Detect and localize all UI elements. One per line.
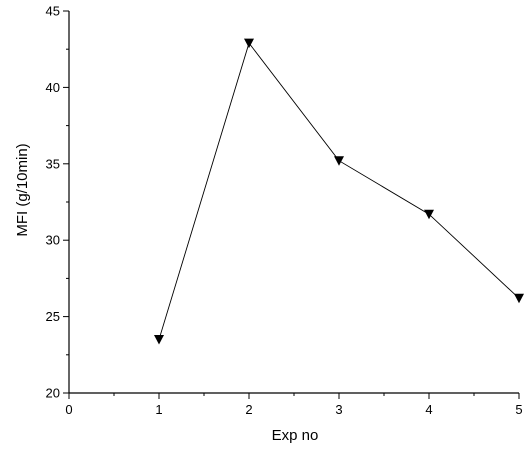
data-point-marker <box>154 335 164 345</box>
axes <box>68 11 519 394</box>
x-tick-label: 5 <box>515 402 522 417</box>
y-tick-label: 40 <box>46 80 60 95</box>
x-tick-label: 4 <box>425 402 432 417</box>
data-point-marker <box>334 156 344 166</box>
y-tick-label: 25 <box>46 309 60 324</box>
series <box>154 38 524 345</box>
series-line <box>158 42 520 340</box>
data-point-marker <box>424 209 434 220</box>
y-tick-label: 45 <box>46 4 60 19</box>
y-tick-label: 35 <box>46 156 60 171</box>
x-tick-label: 2 <box>245 402 252 417</box>
y-tick-label: 30 <box>46 233 60 248</box>
x-tick-label: 1 <box>155 402 162 417</box>
x-axis-title: Exp no <box>272 427 319 444</box>
data-point-marker <box>244 38 254 49</box>
data-point-marker <box>514 293 524 304</box>
x-tick-label: 3 <box>335 402 342 417</box>
y-axis-title: MFI (g/10min) <box>14 143 31 236</box>
y-tick-label: 20 <box>46 386 60 401</box>
x-tick-label: 0 <box>65 402 72 417</box>
